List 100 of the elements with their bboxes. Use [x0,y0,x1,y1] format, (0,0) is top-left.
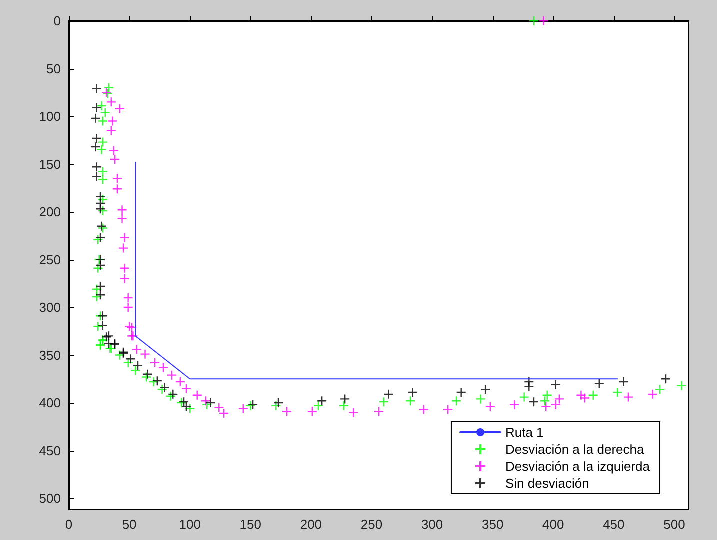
point [95,192,106,202]
point [160,382,170,393]
point [132,360,144,371]
point [554,394,565,404]
point [676,380,687,391]
point [140,349,150,360]
point [107,116,118,126]
point [92,133,102,144]
x-tick-label: 250 [360,517,383,532]
x-tick-label: 300 [421,517,444,532]
point [248,400,258,410]
point [238,404,248,414]
point [654,384,666,395]
point [485,402,496,412]
point [114,350,125,360]
point [152,376,162,386]
point [114,104,125,114]
y-tick-label: 200 [39,204,61,220]
point [384,389,394,400]
y-tick-label: 100 [39,109,61,124]
point [588,390,598,400]
y-tick-label: 300 [39,300,61,316]
point [92,292,102,302]
point [541,402,552,412]
point [528,396,540,408]
point [660,374,672,384]
point [524,382,534,392]
point [117,214,128,224]
point [510,400,520,410]
point [176,398,187,408]
legend-label: Sin desviación [505,476,590,491]
point [112,184,123,194]
point [408,387,418,398]
point [550,380,561,390]
point [108,146,119,156]
point [117,205,128,216]
point [95,232,106,243]
legend-label: Ruta 1 [505,425,544,440]
point [576,390,586,400]
point [580,393,590,404]
y-tick-label: 400 [39,396,61,411]
point [92,322,104,332]
point [123,302,134,313]
point [92,284,102,294]
x-tick-label: 50 [122,517,137,532]
point [340,394,350,404]
point [104,82,114,93]
point [130,365,141,376]
point [316,396,328,406]
y-tick-label: 350 [39,348,61,363]
y-tick-label: 0 [54,14,61,28]
y-tick-label: 450 [39,443,61,458]
x-tick-label: 450 [603,517,625,532]
point [95,281,106,292]
point [528,16,540,26]
point [246,400,256,411]
point [126,322,138,333]
point [623,392,634,402]
point [123,292,134,304]
x-tick-label: 400 [542,517,564,532]
point [648,389,658,400]
x-tick-label: 0 [65,517,73,532]
point [92,84,102,94]
point [158,362,169,373]
point [98,194,108,205]
point [476,394,486,404]
x-tick-label: 100 [179,517,201,532]
point [270,400,282,411]
point [92,234,104,245]
y-tick-label: 500 [39,491,61,506]
point [92,172,102,182]
point [112,173,123,184]
point [106,97,116,108]
y-tick-label: 250 [39,252,61,268]
point [98,320,108,331]
x-tick-label: 150 [240,517,262,532]
point [98,137,108,148]
point [538,16,549,26]
point [98,166,108,177]
point [273,398,284,408]
point [132,344,142,355]
legend-label: Desviación a la derecha [505,442,645,457]
point [184,404,196,414]
point [451,396,462,406]
point [378,396,389,408]
point [442,404,454,415]
point [120,263,130,274]
point [98,116,108,126]
point [550,400,561,410]
point [168,389,178,400]
point [96,144,107,156]
point [612,387,623,398]
point [92,162,102,172]
point [120,232,130,243]
point [166,370,178,380]
point [92,102,102,114]
point [456,387,466,398]
point [90,142,101,152]
point [519,392,530,402]
y-tick-label: 50 [46,61,61,76]
